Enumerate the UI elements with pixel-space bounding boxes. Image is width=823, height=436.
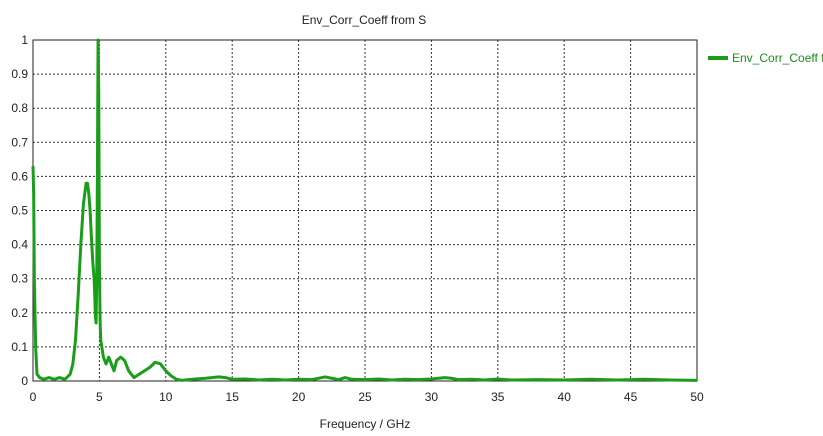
x-axis-title: Frequency / GHz — [320, 417, 411, 431]
y-tick-label: 1 — [21, 33, 28, 47]
x-tick-label: 20 — [292, 390, 306, 404]
grid — [33, 40, 697, 381]
y-tick-label: 0.4 — [11, 238, 28, 252]
series-line — [31, 38, 698, 382]
x-tick-label: 15 — [226, 390, 240, 404]
x-tick-label: 35 — [491, 390, 505, 404]
x-tick-label: 0 — [30, 390, 37, 404]
y-tick-label: 0.9 — [11, 67, 28, 81]
y-tick-label: 0.5 — [11, 204, 28, 218]
y-tick-label: 0.3 — [11, 272, 28, 286]
axis-ticks: 0 5 10 15 20 25 30 35 40 45 50 0 0.1 0.2 0.3 0.4 0.5 0.6 0… — [11, 33, 704, 404]
chart-title: Env_Corr_Coeff from S — [302, 13, 427, 27]
x-tick-label: 30 — [425, 390, 439, 404]
series-layer — [31, 38, 698, 382]
y-tick-label: 0 — [21, 374, 28, 388]
x-tick-label: 45 — [624, 390, 638, 404]
x-tick-label: 25 — [358, 390, 372, 404]
x-tick-label: 10 — [159, 390, 173, 404]
x-tick-label: 40 — [558, 390, 572, 404]
y-tick-label: 0.7 — [11, 135, 28, 149]
legend-label: Env_Corr_Coeff from — [732, 51, 823, 65]
y-tick-label: 0.2 — [11, 306, 28, 320]
y-tick-label: 0.1 — [11, 340, 28, 354]
x-tick-label: 5 — [96, 390, 103, 404]
y-tick-label: 0.8 — [11, 101, 28, 115]
legend: Env_Corr_Coeff from — [708, 51, 823, 65]
y-tick-label: 0.6 — [11, 169, 28, 183]
x-tick-label: 50 — [690, 390, 704, 404]
